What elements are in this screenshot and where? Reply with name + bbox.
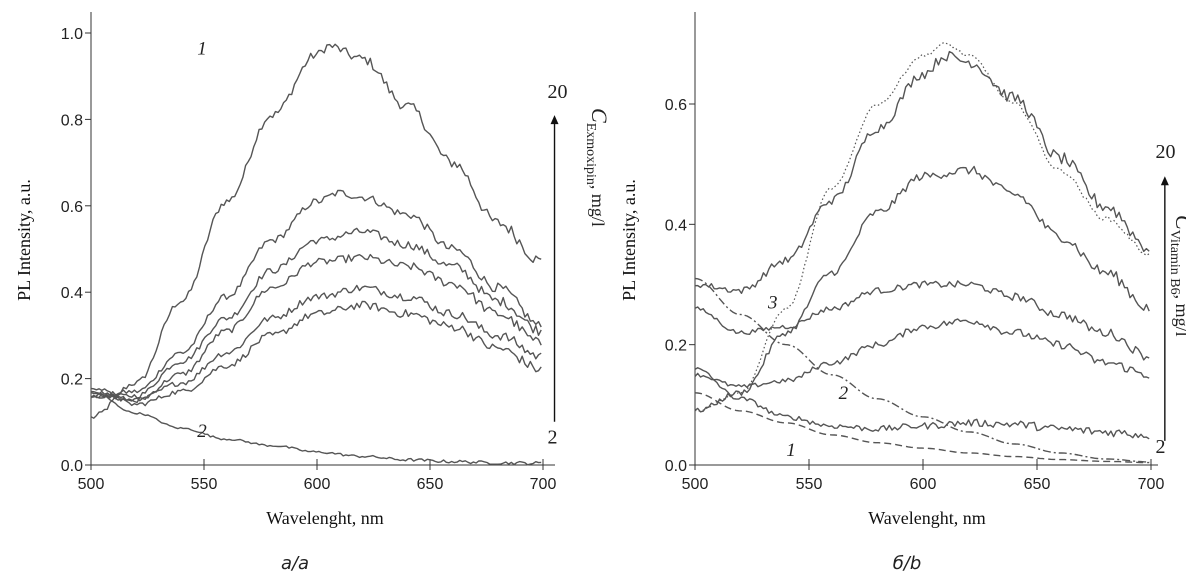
x-tick-label: 700: [1138, 476, 1165, 493]
x-tick-label: 700: [530, 476, 557, 493]
x-tick-label: 650: [417, 476, 444, 493]
spectrum-line: [694, 50, 1150, 294]
panel-b-y-ticks: 0.0 0.2 0.4 0.6: [665, 97, 695, 475]
y-tick-label: 0.2: [61, 372, 83, 389]
panel-a-x-axis-label: Wavelenght, nm: [266, 508, 384, 528]
curve-number-label: 2: [839, 383, 849, 404]
spectrum-line: [694, 165, 1150, 413]
y-tick-label: 0.6: [61, 199, 83, 216]
spectrum-line: [694, 280, 1150, 361]
spectrum-line: [90, 227, 542, 399]
curve-number-label: 3: [767, 293, 778, 314]
x-tick-label: 500: [682, 476, 709, 493]
x-tick-label: 600: [304, 476, 331, 493]
y-tick-label: 0.0: [665, 458, 687, 475]
panel-b-y-axis-label: PL Intensity, a.u.: [619, 179, 639, 301]
panel-b-concentration-label: CVitamin B6, mg/l: [1167, 215, 1186, 337]
panel-b-x-axis-label: Wavelenght, nm: [868, 508, 986, 528]
y-tick-label: 0.0: [61, 458, 83, 475]
spectrum-line: [90, 43, 542, 419]
y-tick-label: 0.2: [665, 338, 687, 355]
spectrum-line: [694, 392, 1150, 464]
panel-b-x-ticks: 500 550 600 650 700: [682, 459, 1165, 493]
y-tick-label: 1.0: [61, 26, 83, 43]
panel-a-annotations: 1 2 20 2: [197, 39, 567, 449]
panel-a-label: a/a: [281, 553, 309, 574]
concentration-end-label: 20: [548, 81, 568, 103]
y-tick-label: 0.4: [665, 217, 687, 234]
panel-b-label: б/b: [893, 553, 922, 574]
panel-b-series: [694, 41, 1150, 464]
spectrum-line: [90, 300, 542, 407]
concentration-symbol: C: [587, 108, 612, 123]
x-tick-label: 550: [191, 476, 218, 493]
panel-b-annotations: 3 2 1 20 2: [767, 141, 1176, 461]
panel-b-chart: 0.0 0.2 0.4 0.6 500 550 600 650 700 3 2 1 20 2 CVit…: [619, 12, 1186, 574]
x-tick-label: 600: [910, 476, 937, 493]
concentration-end-label: 20: [1156, 141, 1176, 163]
panel-a-concentration-arrowhead: [550, 115, 559, 125]
panel-b-concentration-arrowhead: [1160, 176, 1169, 186]
spectrum-line: [90, 253, 542, 402]
curve-number-label: 1: [197, 39, 207, 60]
x-tick-label: 650: [1024, 476, 1051, 493]
concentration-end-label: 2: [548, 426, 558, 448]
spectrum-line: [694, 277, 1150, 463]
spectrum-line: [694, 41, 1150, 412]
concentration-end-label: 2: [1156, 436, 1166, 458]
curve-number-label: 1: [786, 440, 796, 461]
spectrum-line: [90, 284, 542, 404]
panel-a-y-ticks: 0.0 0.2 0.4 0.6 0.8 1.0: [61, 26, 91, 475]
panel-a-y-axis-label: PL Intensity, a.u.: [14, 179, 34, 301]
spectrum-line: [90, 390, 542, 466]
panel-a-concentration-label: CExmoxipin, mg/l: [583, 108, 612, 227]
curve-number-label: 2: [197, 421, 207, 442]
spectrum-line: [90, 189, 542, 398]
spectrum-line: [694, 318, 1150, 389]
concentration-symbol: C: [1171, 215, 1186, 230]
y-tick-label: 0.8: [61, 112, 83, 129]
y-tick-label: 0.4: [61, 285, 83, 302]
concentration-subscript: Exmoxipin: [583, 123, 598, 185]
panel-a-series: [90, 43, 542, 466]
x-tick-label: 550: [796, 476, 823, 493]
panel-a-chart: 0.0 0.2 0.4 0.6 0.8 1.0 500 550 600 650 700 1 2 20 2…: [14, 12, 612, 574]
concentration-subscript: Vitamin B6: [1167, 230, 1182, 295]
x-tick-label: 500: [78, 476, 105, 493]
spectrum-line: [694, 367, 1150, 440]
y-tick-label: 0.6: [665, 97, 687, 114]
concentration-unit: , mg/l: [588, 185, 608, 227]
concentration-unit: , mg/l: [1172, 295, 1186, 337]
panel-a-x-ticks: 500 550 600 650 700: [78, 459, 557, 493]
